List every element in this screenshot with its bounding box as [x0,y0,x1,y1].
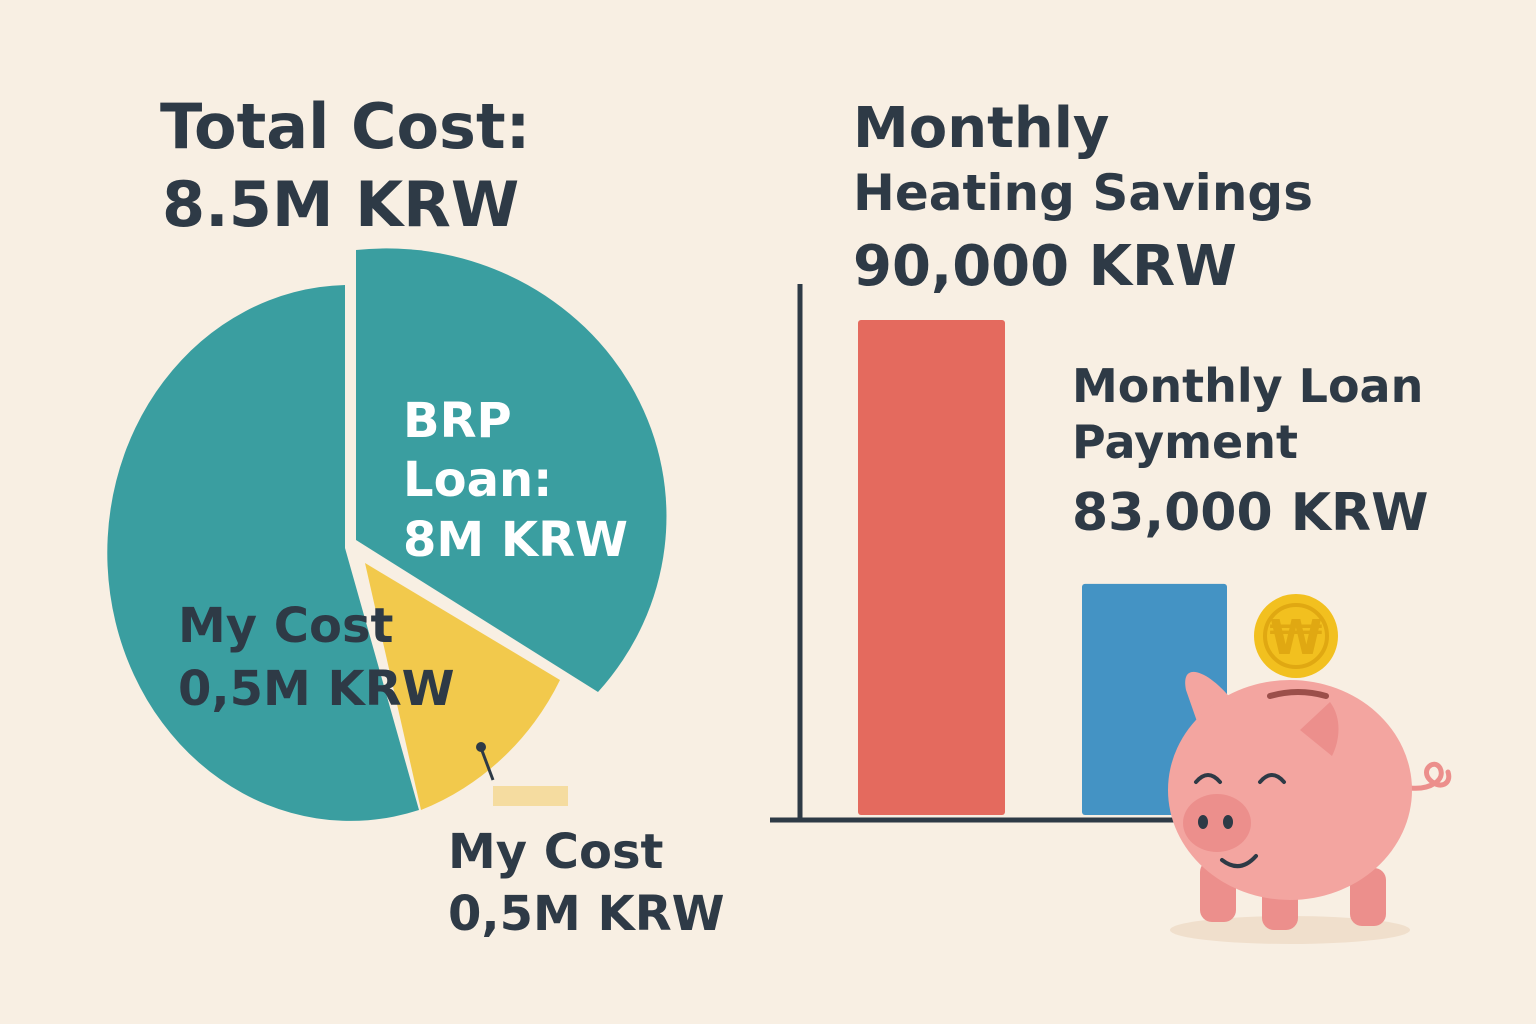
coin-symbol: ₩ [1270,610,1323,666]
callout-pointer-dot [476,742,486,752]
heating-label-line1: Monthly [853,96,1109,161]
piggy-ear-left [1185,671,1232,730]
pie-title-line2: 8.5M KRW [162,168,519,241]
coin-rim [1263,603,1329,669]
loan-payment-label-line2: Payment [1072,415,1298,469]
inner-cost-label-line2: 0,5M KRW [178,661,455,717]
piggy-eye-right [1258,773,1286,784]
callout-cost-label-line2: 0,5M KRW [448,886,725,942]
inner-cost-label-line1: My Cost [178,598,393,654]
piggy-nostril-left [1198,815,1208,829]
piggy-ear-right [1300,702,1339,756]
pie-chart: Total Cost: 8.5M KRW BRP Loan: 8M KRW My… [107,90,725,942]
heating-label-line3: 90,000 KRW [853,234,1237,299]
piggy-nostril-right [1223,815,1233,829]
piggy-tail [1407,761,1452,791]
loan-label-line2: Loan: [403,452,552,508]
loan-payment-label-line1: Monthly Loan [1072,359,1423,413]
piggy-smile [1220,854,1258,868]
callout-cost-label-line1: My Cost [448,824,663,880]
piggy-body [1168,680,1412,900]
loan-payment-label-line3: 83,000 KRW [1072,483,1428,543]
callout-pointer-line [479,747,495,781]
piggy-eye-left [1194,773,1222,784]
loan-label-line3: 8M KRW [403,512,628,568]
piggy-coin-slot [1267,689,1329,699]
bar-heating-savings [858,320,1005,815]
piggy-leg-back-right [1350,868,1386,926]
piggy-shadow [1170,916,1410,944]
pie-slice-teal-left [107,285,420,821]
callout-highlight [493,786,568,806]
bar-chart: Monthly Heating Savings 90,000 KRW Month… [770,96,1428,823]
piggy-snout [1183,794,1251,852]
heating-label-line2: Heating Savings [853,164,1313,222]
loan-label-line1: BRP [403,393,512,449]
piggy-bank-illustration: ₩ [1168,594,1452,944]
pie-title-line1: Total Cost: [160,90,530,163]
pie-slice-brp-loan [356,248,667,692]
pie-slice-my-cost [365,563,560,810]
